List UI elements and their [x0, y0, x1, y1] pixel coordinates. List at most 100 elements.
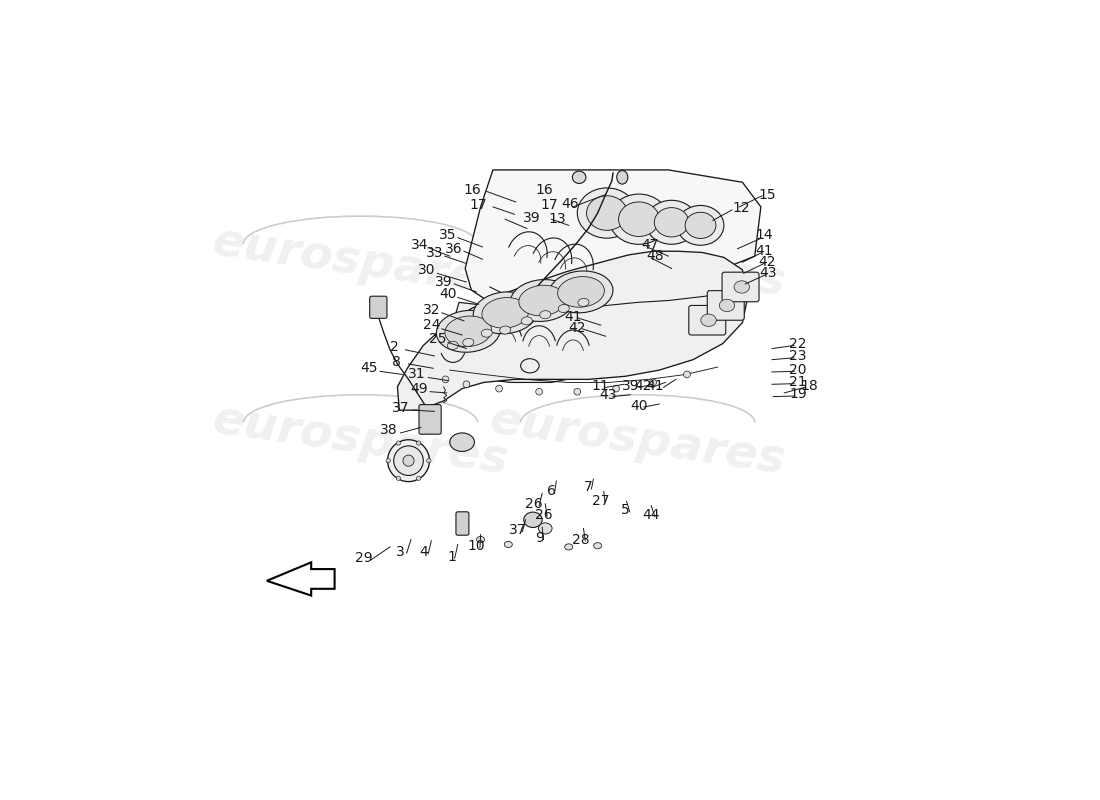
- Text: 14: 14: [755, 227, 773, 242]
- Ellipse shape: [701, 314, 716, 326]
- Ellipse shape: [504, 542, 513, 547]
- Text: 37: 37: [509, 522, 526, 537]
- Ellipse shape: [613, 386, 619, 392]
- Ellipse shape: [618, 202, 659, 237]
- Text: 8: 8: [392, 355, 400, 369]
- Polygon shape: [267, 562, 334, 595]
- Text: 20: 20: [789, 362, 806, 377]
- FancyBboxPatch shape: [722, 272, 759, 302]
- Text: 39: 39: [434, 275, 452, 289]
- Ellipse shape: [417, 476, 421, 481]
- Text: 36: 36: [446, 242, 463, 256]
- Text: 44: 44: [642, 508, 660, 522]
- Ellipse shape: [654, 208, 689, 237]
- Text: 31: 31: [408, 367, 426, 382]
- Text: 27: 27: [592, 494, 609, 508]
- Text: 15: 15: [758, 187, 776, 202]
- Text: 11: 11: [592, 378, 609, 393]
- Text: 19: 19: [789, 387, 806, 401]
- Text: 13: 13: [549, 212, 566, 226]
- Text: 46: 46: [561, 197, 579, 211]
- Text: eurospares: eurospares: [486, 219, 789, 306]
- Ellipse shape: [444, 316, 492, 346]
- Ellipse shape: [387, 440, 429, 482]
- Text: 35: 35: [439, 227, 456, 242]
- Ellipse shape: [609, 194, 669, 244]
- Ellipse shape: [394, 446, 424, 475]
- Text: eurospares: eurospares: [209, 398, 512, 484]
- Ellipse shape: [396, 476, 400, 481]
- Ellipse shape: [463, 338, 474, 346]
- Text: 33: 33: [426, 246, 443, 260]
- Text: 34: 34: [411, 238, 428, 252]
- Text: 48: 48: [646, 249, 663, 263]
- Text: 45: 45: [361, 362, 377, 375]
- Text: 28: 28: [572, 533, 590, 546]
- Ellipse shape: [586, 196, 627, 230]
- Text: 16: 16: [536, 182, 553, 197]
- Ellipse shape: [442, 376, 449, 382]
- FancyBboxPatch shape: [707, 290, 745, 320]
- Polygon shape: [465, 170, 761, 309]
- Text: 43: 43: [759, 266, 777, 281]
- Ellipse shape: [564, 544, 573, 550]
- Ellipse shape: [578, 188, 637, 238]
- Text: 29: 29: [354, 551, 373, 565]
- Text: 10: 10: [468, 538, 485, 553]
- Ellipse shape: [683, 371, 691, 378]
- Text: 3: 3: [396, 545, 405, 559]
- Ellipse shape: [450, 433, 474, 451]
- Text: 42: 42: [569, 321, 586, 334]
- Text: 24: 24: [422, 318, 440, 332]
- Ellipse shape: [678, 206, 724, 246]
- Ellipse shape: [403, 455, 414, 466]
- Text: 39: 39: [621, 378, 639, 393]
- Ellipse shape: [539, 523, 552, 534]
- Ellipse shape: [499, 326, 510, 334]
- Text: 32: 32: [422, 303, 440, 318]
- Ellipse shape: [496, 386, 503, 392]
- Ellipse shape: [549, 271, 613, 313]
- Text: 17: 17: [541, 198, 559, 212]
- Text: 4: 4: [419, 545, 428, 559]
- Text: 30: 30: [418, 262, 436, 277]
- Ellipse shape: [463, 381, 470, 388]
- Text: 37: 37: [393, 401, 410, 414]
- FancyBboxPatch shape: [370, 296, 387, 318]
- Ellipse shape: [524, 512, 542, 527]
- Ellipse shape: [427, 458, 431, 463]
- Text: 17: 17: [470, 198, 487, 212]
- Text: 7: 7: [584, 480, 593, 494]
- Ellipse shape: [437, 310, 501, 352]
- Ellipse shape: [482, 298, 529, 328]
- Ellipse shape: [519, 286, 565, 316]
- Ellipse shape: [417, 441, 421, 446]
- Text: 26: 26: [536, 508, 553, 522]
- Ellipse shape: [396, 441, 400, 446]
- Ellipse shape: [510, 279, 574, 322]
- Text: 6: 6: [547, 485, 556, 498]
- Ellipse shape: [558, 277, 604, 307]
- Text: eurospares: eurospares: [486, 398, 789, 484]
- Text: 16: 16: [464, 182, 482, 197]
- Text: 2: 2: [390, 340, 398, 354]
- Polygon shape: [397, 251, 747, 410]
- Ellipse shape: [473, 292, 537, 334]
- Text: 41: 41: [755, 244, 773, 258]
- Text: 5: 5: [621, 503, 629, 517]
- Text: 1: 1: [448, 550, 456, 564]
- Text: 42: 42: [758, 255, 776, 270]
- Text: 42: 42: [634, 378, 651, 393]
- Ellipse shape: [617, 170, 628, 184]
- Text: 25: 25: [429, 332, 447, 346]
- Ellipse shape: [558, 305, 570, 313]
- Ellipse shape: [448, 342, 459, 350]
- Text: 43: 43: [600, 388, 617, 402]
- Text: 12: 12: [733, 201, 750, 215]
- Ellipse shape: [476, 537, 485, 542]
- Ellipse shape: [578, 298, 588, 306]
- Text: 18: 18: [800, 378, 817, 393]
- Text: eurospares: eurospares: [209, 219, 512, 306]
- Text: 41: 41: [646, 378, 663, 393]
- Text: 39: 39: [522, 211, 540, 225]
